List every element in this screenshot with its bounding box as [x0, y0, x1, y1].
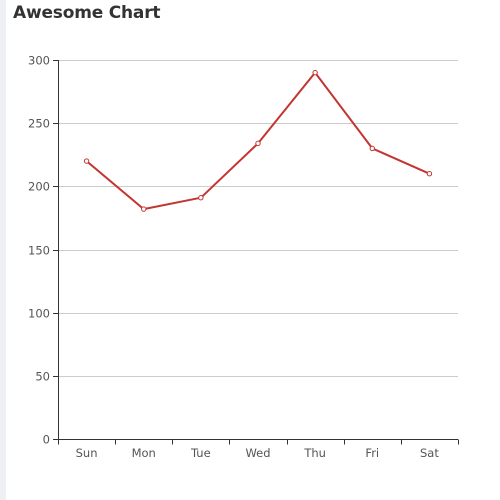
y-tick-label: 300	[28, 54, 50, 68]
grid-lines	[58, 60, 458, 377]
data-points	[83, 69, 433, 212]
data-point[interactable]	[141, 206, 147, 212]
y-tick-label: 100	[28, 307, 50, 321]
data-point[interactable]	[369, 145, 375, 152]
x-tick-label: Sat	[420, 446, 439, 460]
y-tick-label: 50	[35, 370, 50, 384]
x-tick-label: Wed	[245, 446, 270, 460]
x-axis-tick-labels: Sun Mon Tue Wed Thu Fri Sat	[76, 446, 440, 460]
y-tick-label: 150	[28, 244, 50, 258]
y-tick-label: 200	[28, 180, 50, 194]
data-point[interactable]	[198, 195, 204, 201]
x-tick-label: Fri	[365, 446, 379, 460]
x-tick-label: Mon	[132, 446, 156, 460]
x-tick-label: Thu	[303, 446, 326, 460]
y-axis-tick-labels: 0 50 100 150 200 250 300	[28, 54, 50, 447]
data-point[interactable]	[312, 69, 318, 76]
x-tick-label: Tue	[190, 446, 211, 460]
y-tick-label: 0	[43, 433, 50, 447]
left-edge-strip	[0, 0, 6, 500]
x-tick-label: Sun	[76, 446, 98, 460]
y-tick-label: 250	[28, 117, 50, 131]
data-point[interactable]	[426, 171, 433, 177]
chart-title: Awesome Chart	[13, 3, 161, 23]
data-point[interactable]	[83, 158, 90, 164]
axes	[53, 60, 459, 445]
data-point[interactable]	[255, 140, 261, 147]
